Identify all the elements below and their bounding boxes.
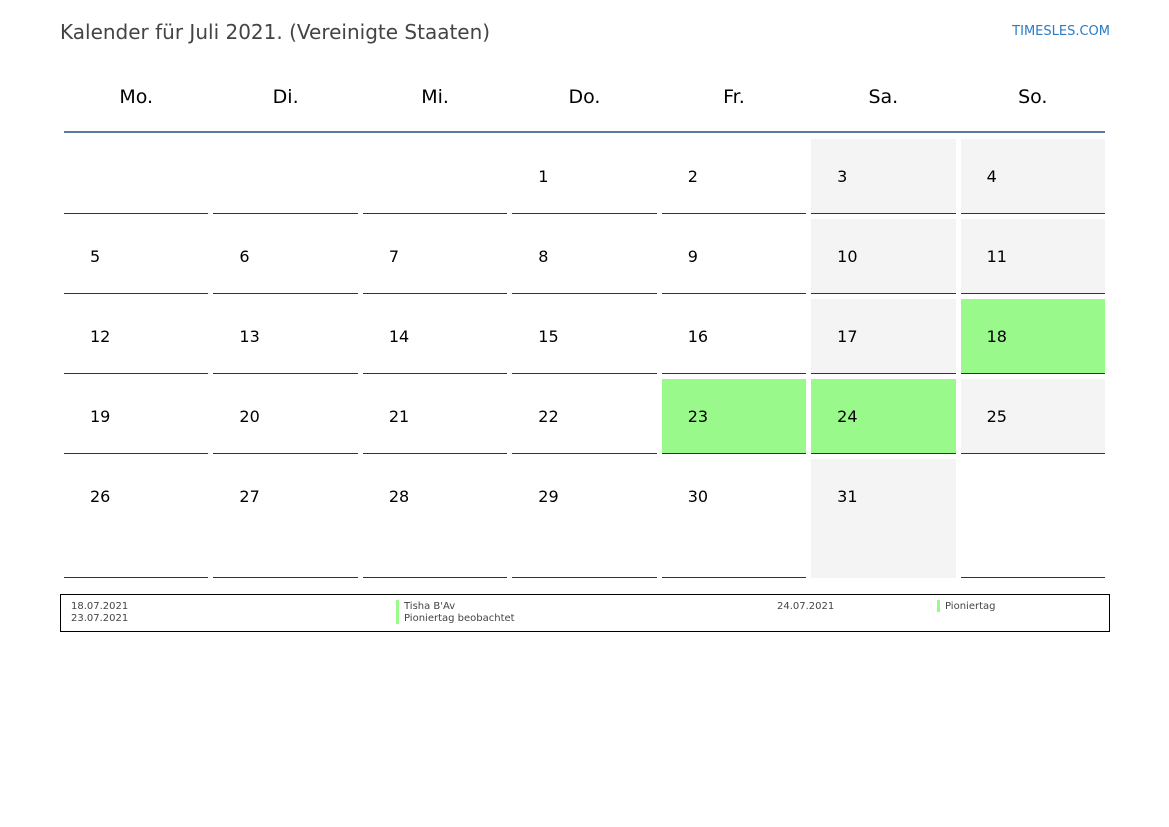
legend-item: Pioniertag — [937, 600, 995, 612]
day-number: 29 — [538, 487, 559, 506]
day-number: 9 — [687, 247, 698, 266]
holiday-legend: 18.07.2021 Tisha B'Av 23.07.2021 Pionier… — [60, 594, 1110, 632]
day-number: 22 — [538, 407, 559, 426]
day-cell[interactable]: 21 — [362, 379, 508, 454]
day-number: 2 — [687, 167, 698, 186]
legend-name: Tisha B'Av — [404, 601, 456, 612]
day-cell[interactable]: 27 — [213, 459, 358, 578]
weekday-mo: Mo. — [119, 86, 154, 108]
day-number: 10 — [837, 247, 858, 266]
day-cell[interactable]: 13 — [213, 299, 358, 374]
day-number: 21 — [388, 407, 410, 426]
weekday-so: So. — [1018, 86, 1048, 108]
legend-name: Pioniertag beobachtet — [404, 613, 515, 624]
day-number: 8 — [538, 247, 549, 266]
empty-cell — [960, 459, 1105, 578]
header-divider — [64, 131, 1105, 133]
legend-item: Pioniertag beobachtet — [396, 612, 515, 624]
day-cell[interactable]: 18 — [960, 299, 1105, 374]
day-number: 17 — [837, 327, 858, 346]
legend-date: 18.07.2021 — [71, 601, 129, 612]
brand-link[interactable]: TIMESLES.COM — [1012, 24, 1110, 39]
holiday-color-marker — [396, 600, 399, 612]
day-cell[interactable]: 5 — [64, 219, 209, 294]
legend-date: 23.07.2021 — [71, 613, 129, 624]
day-cell[interactable]: 28 — [362, 459, 508, 578]
day-cell[interactable]: 29 — [512, 459, 657, 578]
day-cell[interactable]: 16 — [661, 299, 807, 374]
day-cell[interactable]: 6 — [213, 219, 358, 294]
weekday-sa: Sa. — [868, 86, 899, 108]
weekday-di: Di. — [272, 86, 299, 108]
day-number: 25 — [986, 407, 1007, 426]
day-number: 5 — [90, 247, 101, 266]
day-number: 12 — [90, 327, 111, 346]
day-cell[interactable]: 14 — [362, 299, 508, 374]
day-cell[interactable]: 8 — [512, 219, 657, 294]
day-cell[interactable]: 23 — [661, 379, 807, 454]
day-cell[interactable]: 2 — [661, 139, 807, 214]
day-cell[interactable]: 24 — [811, 379, 956, 454]
day-cell[interactable]: 19 — [64, 379, 209, 454]
day-cell[interactable]: 31 — [811, 459, 956, 578]
holiday-color-marker — [396, 612, 399, 624]
legend-date: 24.07.2021 — [777, 601, 835, 612]
empty-cell — [362, 139, 508, 214]
day-cell[interactable]: 3 — [811, 139, 956, 214]
day-cell[interactable]: 25 — [960, 379, 1105, 454]
day-number: 1 — [538, 167, 549, 186]
day-number: 23 — [687, 407, 709, 426]
day-number: 15 — [538, 327, 559, 346]
weekday-mi: Mi. — [421, 86, 449, 108]
day-number: 31 — [837, 487, 858, 506]
empty-cell — [213, 139, 358, 214]
weekday-do: Do. — [568, 86, 601, 108]
day-cell[interactable]: 1 — [512, 139, 657, 214]
page-title: Kalender für Juli 2021. (Vereinigte Staa… — [60, 20, 491, 44]
day-number: 30 — [687, 487, 709, 506]
day-number: 24 — [837, 407, 858, 426]
day-number: 27 — [239, 487, 260, 506]
day-cell[interactable]: 30 — [661, 459, 807, 578]
holiday-color-marker — [937, 600, 940, 612]
weekday-header: Mo. Di. Mi. Do. Fr. Sa. So. — [64, 86, 1105, 108]
day-cell[interactable]: 26 — [64, 459, 209, 578]
weekday-fr: Fr. — [723, 86, 745, 108]
day-number: 14 — [388, 327, 410, 346]
day-cell[interactable]: 17 — [811, 299, 956, 374]
day-cell[interactable]: 20 — [213, 379, 358, 454]
day-number: 19 — [90, 407, 111, 426]
day-cell[interactable]: 9 — [661, 219, 807, 294]
day-cell[interactable]: 15 — [512, 299, 657, 374]
day-cell[interactable]: 12 — [64, 299, 209, 374]
legend-name: Pioniertag — [945, 601, 996, 612]
day-number: 4 — [986, 167, 997, 186]
day-number: 26 — [90, 487, 111, 506]
legend-item: Tisha B'Av — [396, 600, 455, 612]
day-cell[interactable]: 7 — [362, 219, 508, 294]
day-cell[interactable]: 22 — [512, 379, 657, 454]
day-number: 18 — [986, 327, 1007, 346]
day-cell[interactable]: 11 — [960, 219, 1105, 294]
day-number: 13 — [239, 327, 260, 346]
day-cell[interactable]: 4 — [960, 139, 1105, 214]
day-number: 16 — [687, 327, 709, 346]
day-number: 28 — [388, 487, 410, 506]
empty-cell — [64, 139, 209, 214]
day-cell[interactable]: 10 — [811, 219, 956, 294]
day-number: 6 — [239, 247, 250, 266]
day-number: 20 — [239, 407, 260, 426]
calendar-grid: 1 2 3 4 5 6 7 8 9 10 11 12 13 14 15 16 17 18 19 20 21 22 23 24 2… — [64, 139, 1105, 578]
day-number: 3 — [837, 167, 848, 186]
day-number: 11 — [986, 247, 1007, 266]
day-number: 7 — [388, 247, 400, 266]
